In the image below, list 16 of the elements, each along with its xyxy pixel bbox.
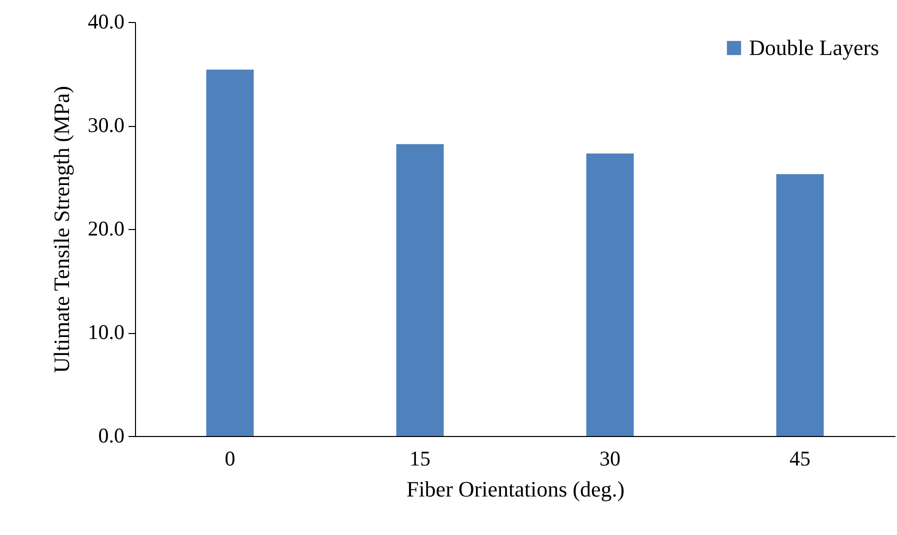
- y-tick-label: 10.0: [88, 320, 124, 344]
- x-tick-label: 0: [224, 446, 236, 470]
- bar: [206, 70, 254, 436]
- y-tick-label: 40.0: [88, 10, 124, 34]
- x-axis-title: Fiber Orientations (deg.): [406, 476, 625, 502]
- y-axis-title: Ultimate Tensile Strength (MPa): [48, 86, 74, 374]
- x-tick-label: 45: [790, 446, 810, 470]
- y-tick-label: 0.0: [98, 424, 124, 448]
- bar: [776, 174, 824, 436]
- x-tick-label: 15: [410, 446, 430, 470]
- y-tick-label: 30.0: [88, 113, 124, 137]
- x-tick-label: 30: [600, 446, 620, 470]
- legend-label: Double Layers: [749, 35, 880, 60]
- y-tick-label: 20.0: [88, 216, 124, 240]
- bar: [396, 144, 444, 436]
- bar: [586, 153, 634, 436]
